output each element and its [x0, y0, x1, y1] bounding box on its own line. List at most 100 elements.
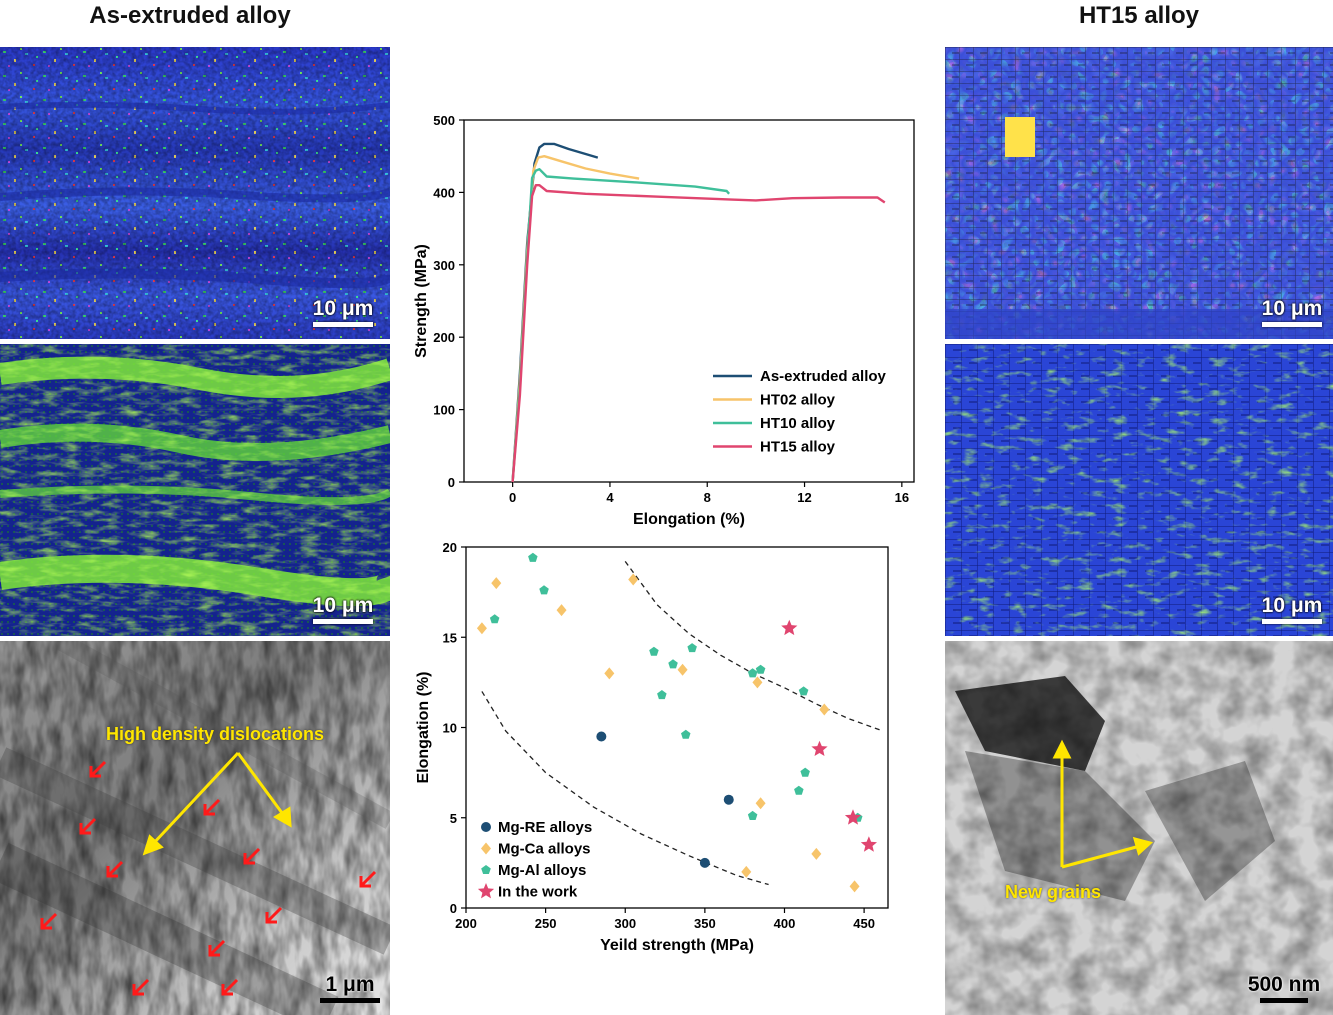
left-tem-scale-line [320, 998, 380, 1003]
x-axis-label: Yeild strength (MPa) [600, 937, 754, 954]
data-point [819, 703, 830, 716]
right-tem-scale-line [1260, 998, 1308, 1003]
data-point [800, 767, 810, 777]
x-tick-label: 16 [895, 490, 909, 505]
left-tem-label: High density dislocations [106, 724, 325, 744]
data-point [677, 663, 688, 676]
stress-strain-chart: 0 4 8 12 16 0 100 200 300 400 500 Elongation (%) Str… [413, 113, 915, 528]
right-ebsd-scale-line [1262, 322, 1322, 327]
data-point [794, 785, 804, 795]
left-ebsd-map: 10 μm [0, 47, 390, 339]
y-tick-label: 20 [443, 540, 457, 555]
legend-label: Mg-Al alloys [498, 862, 586, 879]
data-point [481, 865, 491, 874]
left-ebsd-image [0, 47, 390, 339]
legend-label: HT10 alloy [760, 415, 836, 432]
red-dislocation-arrows [40, 760, 377, 996]
yellow-arrowhead-up [1052, 739, 1072, 759]
y-tick-label: 300 [433, 258, 455, 273]
data-point [811, 847, 822, 860]
left-tem-micrograph [0, 641, 390, 1015]
right-ebsd-map: 10 μm [945, 47, 1333, 339]
left-tem-scale-label: 1 μm [325, 973, 375, 996]
legend-label: Mg-RE alloys [498, 819, 592, 836]
left-tem-arrows [40, 751, 377, 996]
data-point [596, 731, 607, 742]
y-axis-label: Strength (MPa) [413, 244, 430, 358]
right-column-title: HT15 alloy [1078, 2, 1200, 29]
data-point [681, 729, 691, 739]
left-column-title: As-extruded alloy [89, 2, 291, 29]
left-kam-image [0, 344, 390, 636]
x-tick-label: 250 [535, 916, 557, 931]
data-point [687, 643, 697, 653]
data-point [528, 552, 538, 562]
data-point [657, 690, 667, 700]
right-tem-image: New grains 500 nm [945, 641, 1333, 1015]
right-tem-scale-label: 500 nm [1247, 973, 1321, 996]
y-tick-label: 15 [443, 630, 457, 645]
strength-elongation-chart: 200 250 300 350 400 450 0 5 10 15 20 Yeild strength… [415, 540, 889, 954]
x-tick-label: 0 [509, 490, 516, 505]
data-point [477, 883, 495, 899]
yellow-arrow-left [150, 751, 240, 847]
right-kam-image [945, 344, 1333, 636]
left-ebsd-scale-label: 10 μm [312, 297, 374, 320]
right-ebsd-image [945, 47, 1333, 339]
plot-frame [463, 119, 915, 483]
right-kam-map: 10 μm [945, 344, 1333, 636]
data-point [844, 809, 862, 825]
left-kam-scale-bar: 10 μm [308, 594, 378, 624]
data-point [798, 686, 809, 696]
x-tick-label: 400 [774, 916, 796, 931]
right-tem-micrograph [945, 641, 1333, 1015]
legend-label: In the work [498, 884, 578, 901]
yellow-arrowhead-right [1132, 836, 1154, 856]
x-tick-label: 350 [694, 916, 716, 931]
right-ebsd-scale-bar: 10 μm [1257, 297, 1327, 327]
data-point [699, 857, 710, 868]
y-tick-label: 0 [448, 475, 455, 490]
yellow-arrowhead-left [142, 834, 164, 856]
yellow-arrowhead-right [273, 806, 292, 828]
x-tick-label: 200 [455, 916, 477, 931]
left-ebsd-scale-bar: 10 μm [308, 297, 378, 327]
dashed-upper-boundary [624, 561, 884, 732]
y-tick-label: 100 [433, 403, 455, 418]
x-tick-label: 8 [704, 490, 711, 505]
y-tick-label: 500 [433, 113, 455, 128]
y-tick-label: 10 [443, 721, 457, 736]
x-tick-label: 450 [853, 916, 875, 931]
data-point [489, 614, 500, 624]
left-tem-image: High density dislocations 1 μm [0, 641, 390, 1015]
data-point [747, 668, 758, 678]
data-point [628, 573, 639, 586]
data-point [747, 810, 758, 820]
data-point [481, 822, 491, 832]
right-tem-scale-bar: 500 nm [1241, 973, 1327, 1003]
legend-label: Mg-Ca alloys [498, 841, 591, 858]
yellow-arrow-right [1061, 844, 1141, 869]
series-line-ht10-alloy [511, 168, 731, 483]
y-tick-label: 5 [450, 811, 457, 826]
data-point [811, 740, 828, 756]
data-point [481, 842, 491, 855]
y-tick-label: 200 [433, 330, 455, 345]
yellow-arrow-right [236, 752, 287, 818]
legend-label: HT15 alloy [760, 439, 836, 456]
data-point [649, 646, 659, 656]
data-point [476, 622, 487, 635]
left-ebsd-scale-line [313, 322, 373, 327]
left-tem-scale-bar: 1 μm [318, 973, 382, 1003]
data-point [755, 664, 766, 674]
data-point [781, 619, 798, 636]
right-tem-label: New grains [1005, 882, 1102, 902]
data-point [668, 659, 678, 669]
right-kam-scale-line [1262, 619, 1322, 624]
data-point [539, 585, 549, 595]
left-kam-scale-label: 10 μm [312, 594, 374, 617]
dashed-lower-boundary [481, 691, 769, 886]
right-kam-scale-label: 10 μm [1261, 594, 1323, 617]
series-line-ht15-alloy [511, 184, 886, 483]
data-point [741, 865, 752, 878]
